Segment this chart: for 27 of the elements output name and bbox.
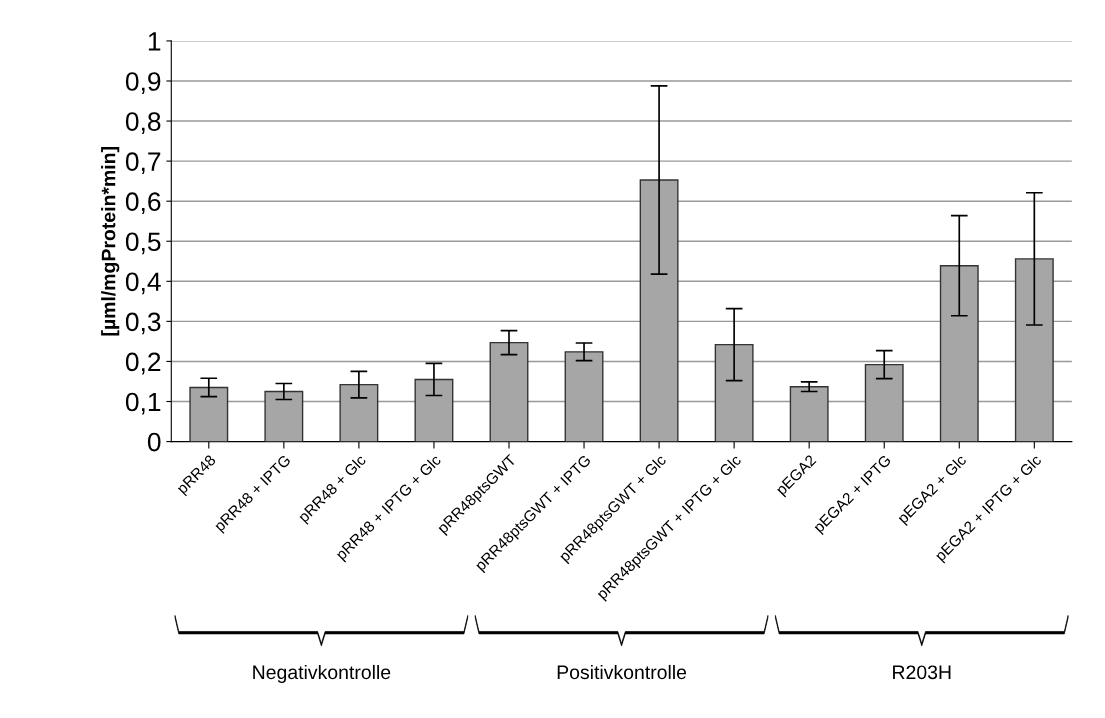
bar — [564, 351, 604, 442]
y-tick-label: 0,2 — [125, 352, 161, 375]
bar — [864, 363, 904, 442]
y-tick-label: 0,7 — [125, 152, 161, 175]
text: Negativkontrolle — [253, 664, 391, 684]
bar — [414, 378, 454, 442]
bar — [714, 343, 754, 442]
bar — [1014, 258, 1054, 442]
y-axis-title: [µml/mgProtein*min] — [101, 147, 120, 336]
y-tick-label: 0,9 — [125, 72, 161, 94]
bar — [264, 390, 304, 442]
y-tick-label: 0,5 — [125, 232, 161, 255]
y-tick-label: 0,1 — [125, 392, 161, 415]
bar — [189, 386, 229, 442]
y-tick-label: 0,6 — [125, 192, 161, 215]
bar — [489, 341, 529, 442]
bar — [639, 179, 679, 442]
y-tick-label: 0,3 — [125, 312, 161, 335]
y-tick-label: 0 — [147, 432, 161, 452]
text: Positivkontrolle — [557, 664, 687, 680]
bar — [339, 383, 379, 442]
y-tick-label: 1 — [148, 32, 161, 51]
bar — [789, 385, 829, 442]
bar — [939, 264, 979, 442]
y-tick-label: 0,8 — [125, 112, 161, 134]
y-tick-label: 0,4 — [125, 272, 161, 295]
text: R203H — [893, 665, 951, 680]
